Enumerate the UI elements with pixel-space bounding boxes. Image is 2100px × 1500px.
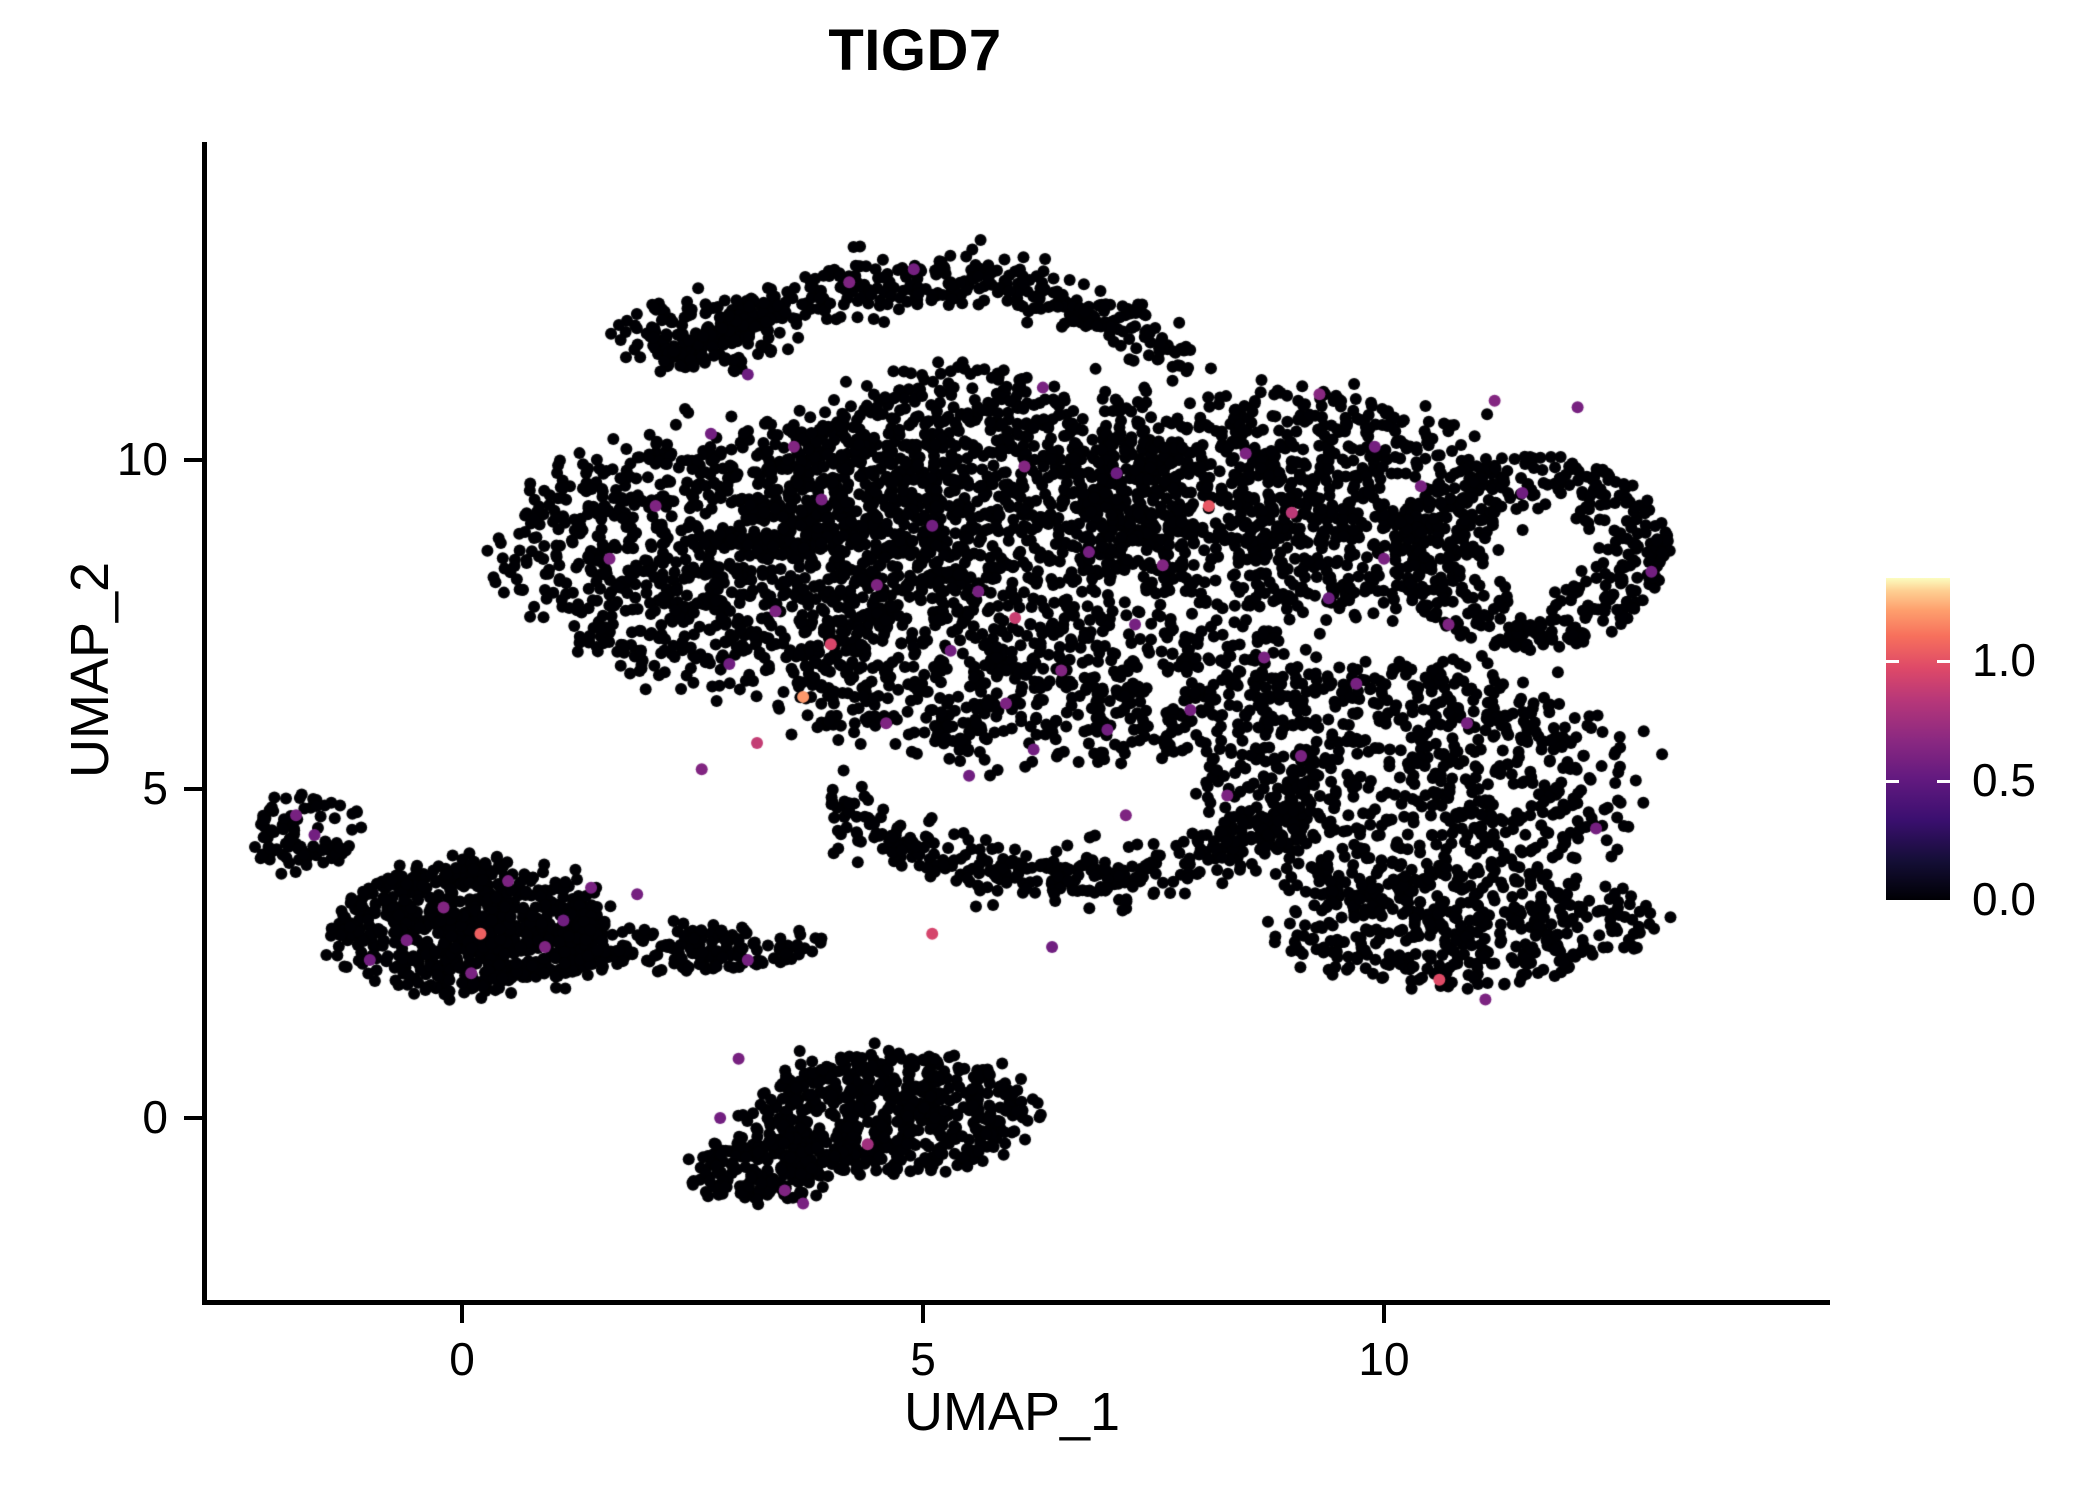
x-axis-title: UMAP_1 <box>903 1382 1121 1442</box>
y-tick-label: 10 <box>116 433 168 485</box>
x-tick-mark <box>921 1305 925 1323</box>
colorbar-tick-label: 1.0 <box>1972 634 2036 687</box>
y-tick-label: 0 <box>142 1091 168 1143</box>
y-tick-mark <box>184 787 202 791</box>
colorbar-tick-mark <box>1886 660 1899 664</box>
colorbar-tick-mark <box>1937 660 1950 664</box>
y-tick-mark <box>184 458 202 462</box>
x-tick-label: 5 <box>910 1333 936 1385</box>
y-tick-label: 5 <box>142 762 168 814</box>
page-title: TIGD7 <box>828 18 1002 83</box>
colorbar-tick-label: 0.5 <box>1972 753 2036 806</box>
x-tick-label: 10 <box>1358 1333 1410 1385</box>
color-legend: 1.0 0.5 0.0 <box>1886 578 2086 922</box>
y-axis-title: UMAP_2 <box>60 561 120 779</box>
colorbar-gradient <box>1886 578 1950 900</box>
colorbar-tick-mark <box>1937 779 1950 783</box>
y-axis-line <box>202 142 207 1305</box>
x-tick-label: 0 <box>449 1333 475 1385</box>
x-axis-line <box>202 1300 1830 1305</box>
y-tick-mark <box>184 1116 202 1120</box>
x-tick-mark <box>1382 1305 1386 1323</box>
colorbar-tick-mark <box>1886 779 1899 783</box>
colorbar-tick-label: 0.0 <box>1972 873 2036 925</box>
x-tick-mark <box>460 1305 464 1323</box>
